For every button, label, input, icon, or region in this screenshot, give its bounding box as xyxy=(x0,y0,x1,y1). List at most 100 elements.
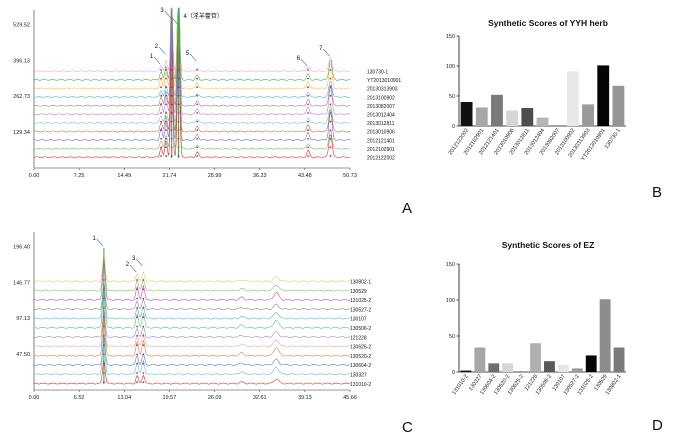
trace-label: 2012122002 xyxy=(367,156,395,162)
peak-marker xyxy=(165,112,167,114)
x-tick-label: 0.00 xyxy=(29,173,40,179)
trace-130730-1 xyxy=(33,7,351,73)
peak-marker xyxy=(102,297,105,300)
trace-label: 2013010906 xyxy=(367,130,395,136)
peak-marker xyxy=(196,103,199,106)
peak-marker xyxy=(160,103,162,106)
trace-label: 130506-2 xyxy=(350,326,371,332)
peak-marker xyxy=(170,146,173,149)
peak-marker xyxy=(102,325,105,328)
peak-marker xyxy=(165,120,167,123)
peak-marker xyxy=(136,316,139,319)
peak-marker xyxy=(102,334,105,337)
peak-marker xyxy=(177,129,180,132)
bar-2012102901 xyxy=(475,107,488,126)
peak-marker xyxy=(165,94,167,97)
peak-marker xyxy=(196,86,199,89)
y-tick-label: 0 xyxy=(452,124,455,130)
peak-label: 5 xyxy=(186,51,190,57)
peak-marker xyxy=(307,94,309,97)
peak-marker xyxy=(160,94,162,97)
bar-2012122002 xyxy=(460,102,473,126)
y-tick-label: 129.34 xyxy=(13,130,30,136)
trace-130527-2 xyxy=(34,282,351,311)
bar-20130313903 xyxy=(582,104,594,126)
trace-label: 131025-2 xyxy=(350,298,371,304)
peak-arrow xyxy=(153,56,161,65)
panel-label-c: C xyxy=(402,419,413,436)
trace-label: 130604-2 xyxy=(350,363,371,369)
trace-label: 131010-2 xyxy=(350,382,371,388)
peak-marker xyxy=(170,103,173,106)
peak-marker xyxy=(136,334,139,337)
peak-marker xyxy=(142,288,145,291)
peak-marker xyxy=(102,279,105,281)
trace-label: 130802-1 xyxy=(350,280,371,286)
peak-marker xyxy=(177,103,180,106)
bar-131010-2 xyxy=(460,370,472,372)
peak-marker xyxy=(142,353,145,356)
peak-marker xyxy=(170,77,173,80)
trace-label: 130730-1 xyxy=(367,70,388,76)
peak-marker xyxy=(329,137,332,140)
x-tick-label: 39.13 xyxy=(298,395,312,401)
trace-130625-2 xyxy=(33,310,351,348)
peak-marker xyxy=(142,372,145,374)
peak-arrow xyxy=(171,16,178,25)
bar-2013100902 xyxy=(566,71,579,126)
bar-YT2013010901 xyxy=(597,65,610,126)
bar-chart-d: Synthetic Scores of EZ 0 50 100 150 131010-2… xyxy=(446,240,626,396)
peak-label: 1 xyxy=(150,54,154,60)
trace-2013082007 xyxy=(33,7,351,107)
peak-marker xyxy=(160,86,162,89)
bar-130527-2 xyxy=(571,368,583,372)
chart-b-title: Synthetic Scores of YYH herb xyxy=(488,18,608,28)
peak-marker xyxy=(177,69,180,71)
trace-label: 20130313903 xyxy=(367,87,398,93)
peak-marker xyxy=(196,77,199,80)
peak-marker xyxy=(307,77,309,80)
peak-marker xyxy=(196,112,199,114)
peak-marker xyxy=(165,146,167,149)
peak-marker xyxy=(177,120,180,123)
trace-130327 xyxy=(33,336,351,376)
peak-label: 2 xyxy=(126,262,130,268)
trace-label: 2012102901 xyxy=(367,147,395,153)
bar-131025-2 xyxy=(585,355,597,372)
trace-2013010906 xyxy=(33,10,351,133)
peak-marker xyxy=(160,69,162,71)
peak-marker xyxy=(142,279,145,281)
x-tick-label: 32.61 xyxy=(253,395,267,401)
panel-label-a: A xyxy=(402,200,412,217)
peak-marker xyxy=(177,86,180,89)
trace-label: 2013082007 xyxy=(367,104,395,110)
peak-marker xyxy=(170,155,173,157)
peak-marker xyxy=(307,129,309,132)
peak-marker xyxy=(170,129,173,132)
x-tick-label: 43.48 xyxy=(298,173,312,179)
peak-marker xyxy=(142,362,145,365)
peak-marker xyxy=(307,103,309,106)
bar-chart-b: Synthetic Scores of YYH herb 05010015020… xyxy=(446,18,626,162)
trace-label: 2013100902 xyxy=(367,95,395,101)
peak-marker xyxy=(170,94,173,97)
peak-marker xyxy=(102,372,105,374)
trace-130529 xyxy=(33,258,351,292)
trace-2012121401 xyxy=(33,7,351,142)
y-tick-label: 100 xyxy=(446,64,455,70)
peak-marker xyxy=(160,120,162,123)
peak-marker xyxy=(177,137,180,140)
peak-marker xyxy=(160,137,162,140)
trace-label: 130107 xyxy=(350,317,367,323)
peak-label: 4（淫羊藿苷） xyxy=(184,12,223,20)
peak-marker xyxy=(102,353,105,356)
bar-130520-2 xyxy=(502,363,514,372)
peak-marker xyxy=(136,344,139,346)
peak-marker xyxy=(142,381,145,384)
panel-label-d: D xyxy=(652,417,663,434)
peak-marker xyxy=(102,362,105,365)
y-tick-label: 50 xyxy=(449,334,455,340)
bar-2013012811 xyxy=(521,108,534,126)
peak-marker xyxy=(136,325,139,328)
